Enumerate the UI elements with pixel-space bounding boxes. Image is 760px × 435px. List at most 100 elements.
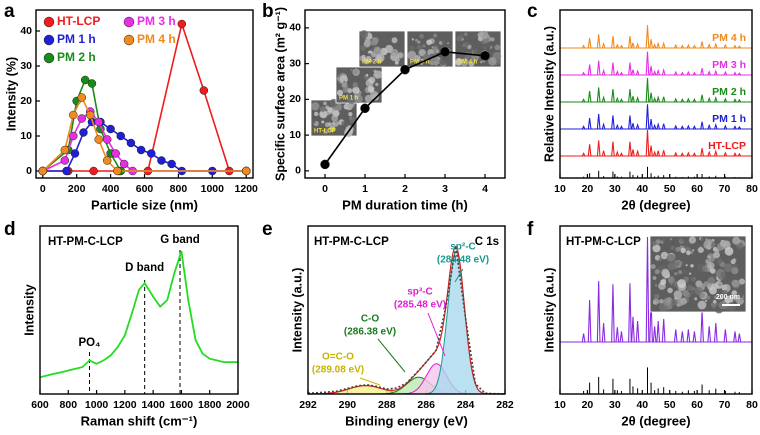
diffraction-peak [686,70,691,76]
diffraction-peak [601,68,606,76]
plot-frame [35,9,254,179]
diffraction-peak [700,94,704,103]
sem-grain [682,269,689,275]
diffraction-peak [611,88,615,103]
plot-frame [307,225,506,395]
sem-grain [375,82,379,87]
sem-grain [727,301,737,311]
sem-grain [680,238,684,242]
inset-label: PM 1 h [339,96,359,102]
diffraction-peak [713,149,718,157]
sem-grain [344,85,349,90]
x-tick-label: 3 [442,183,448,195]
x-axis-title: 2θ (degree) [621,413,690,428]
diffraction-peak [596,113,601,130]
y-tick-label: 30 [20,60,32,72]
sem-grain [437,56,440,59]
sem-grain [680,247,686,254]
y-axis-title: Intensity [22,284,36,335]
diffraction-peak [661,318,666,343]
x-axis-title: Binding energy (eV) [345,413,468,428]
sem-grain [347,92,350,96]
legend-label: PM 2 h [57,50,96,64]
diffraction-peak [635,149,640,157]
y-axis-title: Intensity (%) [4,57,18,131]
sem-grain [717,265,721,269]
panel-label: f [527,219,534,240]
legend-marker [43,34,55,46]
x-tick-label: 800 [170,183,188,195]
sem-grain [710,268,716,274]
sem-grain [432,46,439,53]
plot-frame [39,225,239,395]
diffraction-peak [587,299,592,343]
sem-grain [321,120,325,124]
sem-grain [333,110,340,117]
diffraction-peak [631,316,635,343]
sem-grain [455,59,462,66]
series-label: PM 3 h [712,59,746,71]
sem-grain [349,116,357,124]
sem-grain [669,239,675,245]
sem-grain [707,276,716,285]
x-tick-label: 800 [60,399,78,411]
panel: d 600 800 1000 1200 1400 1600 1800 2000 Raman shi… [4,219,250,428]
y-tick-label: 0 [295,165,301,177]
y-tick-label: 10 [289,129,301,141]
diffraction-peak [631,123,635,130]
diffraction-peak [686,151,691,157]
sem-grain [319,106,326,113]
sem-grain [685,264,688,267]
diffraction-peak [631,149,635,157]
leader-line [427,312,446,357]
legend-marker [123,34,135,46]
diffraction-peak [700,68,704,76]
sem-grain [697,239,703,246]
sem-grain [726,258,731,263]
diffraction-peak [611,35,615,49]
diffraction-peak [628,141,632,157]
x-tick-label: 282 [496,399,514,411]
diffraction-peak [601,323,606,343]
x-axis-title: 2θ (degree) [621,197,690,212]
diffraction-peak [631,96,635,103]
sem-grain [340,128,343,131]
annotation: G band [160,234,200,246]
diffraction-peak [673,97,678,103]
diffraction-peak [733,331,737,343]
marker [119,159,129,169]
sem-grain [718,282,722,287]
legend-marker [43,52,55,64]
sem-grain [352,82,359,88]
sem-grain [462,42,467,48]
marker [94,117,103,127]
x-tick-label: 40 [636,399,648,411]
diffraction-peak [723,97,728,103]
sem-grain [470,54,479,62]
diffraction-peak [596,60,601,76]
component-name: O=C-O [322,352,354,363]
diffraction-peak [737,333,742,343]
panel: f 10 20 30 40 50 60 70 80 2θ (degree) Intensity (a… [527,219,758,428]
diffraction-peak [700,121,704,130]
diffraction-peak [673,151,678,157]
sem-grain [417,44,423,50]
annotation: C 1s [475,236,499,248]
sem-grain [688,272,692,275]
sem-grain [479,61,483,64]
diffraction-peak [680,125,685,130]
sem-grain [313,111,319,117]
x-tick-label: 288 [378,399,396,411]
diffraction-peak [581,152,586,157]
sem-grain [655,239,661,245]
sem-grain [464,32,468,36]
sem-grain [667,262,676,271]
diffraction-peak [611,115,615,130]
sem-grain [732,236,741,245]
series-label: HT-LCP [708,140,746,152]
diffraction-peak [692,152,697,157]
marker [69,110,78,120]
x-tick-label: 0 [40,183,46,195]
diffraction-peak [619,71,624,76]
x-tick-label: 1000 [201,183,225,195]
